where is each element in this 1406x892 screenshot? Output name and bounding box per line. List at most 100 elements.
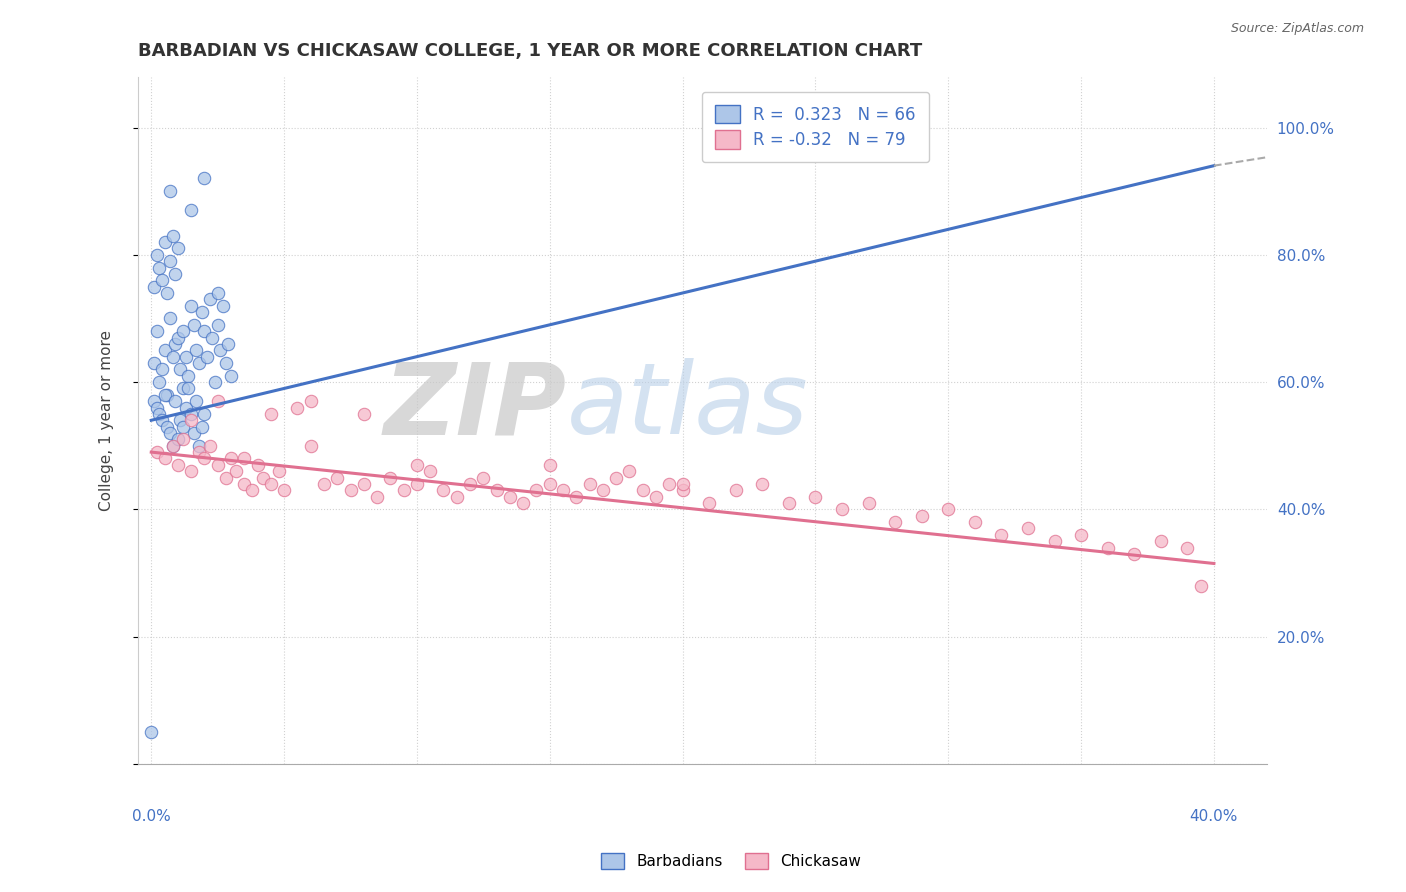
Point	[150, 413, 173, 427]
Legend: R =  0.323   N = 66, R = -0.32   N = 79: R = 0.323 N = 66, R = -0.32 N = 79	[702, 92, 929, 162]
Point	[142, 394, 165, 409]
Legend: Barbadians, Chickasaw: Barbadians, Chickasaw	[595, 847, 868, 875]
Point	[512, 496, 534, 510]
Point	[174, 350, 197, 364]
Point	[198, 293, 221, 307]
Point	[207, 318, 229, 332]
Point	[166, 330, 188, 344]
Point	[153, 235, 176, 249]
Point	[658, 477, 681, 491]
Point	[212, 299, 235, 313]
Point	[299, 394, 322, 409]
Point	[267, 464, 290, 478]
Point	[214, 356, 236, 370]
Point	[204, 375, 226, 389]
Point	[145, 324, 167, 338]
Point	[188, 439, 211, 453]
Point	[156, 419, 179, 434]
Point	[353, 407, 375, 421]
Point	[225, 464, 247, 478]
Point	[472, 470, 495, 484]
Point	[219, 368, 242, 383]
Point	[233, 451, 256, 466]
Point	[406, 458, 429, 472]
Point	[209, 343, 232, 358]
Point	[153, 343, 176, 358]
Point	[162, 439, 184, 453]
Point	[645, 490, 668, 504]
Point	[174, 401, 197, 415]
Point	[193, 171, 215, 186]
Point	[186, 394, 208, 409]
Point	[219, 451, 242, 466]
Point	[551, 483, 574, 498]
Point	[166, 458, 188, 472]
Point	[159, 425, 181, 440]
Point	[458, 477, 481, 491]
Point	[165, 267, 187, 281]
Point	[1123, 547, 1146, 561]
Point	[578, 477, 600, 491]
Point	[252, 470, 274, 484]
Point	[538, 477, 561, 491]
Point	[156, 388, 179, 402]
Point	[169, 362, 191, 376]
Point	[172, 419, 194, 434]
Text: BARBADIAN VS CHICKASAW COLLEGE, 1 YEAR OR MORE CORRELATION CHART: BARBADIAN VS CHICKASAW COLLEGE, 1 YEAR O…	[138, 42, 922, 60]
Point	[538, 458, 561, 472]
Point	[260, 407, 283, 421]
Point	[159, 254, 181, 268]
Point	[312, 477, 335, 491]
Point	[260, 477, 283, 491]
Point	[162, 350, 184, 364]
Point	[485, 483, 508, 498]
Point	[1043, 534, 1066, 549]
Point	[156, 285, 179, 300]
Point	[180, 464, 202, 478]
Point	[183, 318, 205, 332]
Text: 40.0%: 40.0%	[1189, 808, 1239, 823]
Point	[858, 496, 880, 510]
Point	[180, 203, 202, 218]
Point	[936, 502, 959, 516]
Point	[380, 470, 402, 484]
Point	[190, 305, 212, 319]
Point	[526, 483, 548, 498]
Point	[177, 368, 200, 383]
Point	[180, 413, 202, 427]
Point	[831, 502, 853, 516]
Point	[217, 337, 239, 351]
Point	[565, 490, 588, 504]
Point	[671, 483, 693, 498]
Point	[169, 413, 191, 427]
Point	[148, 375, 170, 389]
Point	[153, 388, 176, 402]
Point	[884, 515, 907, 529]
Point	[1097, 541, 1119, 555]
Point	[190, 419, 212, 434]
Point	[246, 458, 269, 472]
Point	[671, 477, 693, 491]
Point	[240, 483, 263, 498]
Y-axis label: College, 1 year or more: College, 1 year or more	[100, 330, 114, 511]
Point	[145, 445, 167, 459]
Point	[159, 184, 181, 198]
Point	[963, 515, 986, 529]
Point	[141, 725, 163, 739]
Point	[366, 490, 388, 504]
Point	[207, 458, 229, 472]
Point	[186, 343, 208, 358]
Point	[724, 483, 747, 498]
Point	[990, 528, 1012, 542]
Point	[233, 477, 256, 491]
Point	[1150, 534, 1173, 549]
Point	[392, 483, 415, 498]
Point	[188, 356, 211, 370]
Text: atlas: atlas	[567, 358, 808, 455]
Point	[432, 483, 454, 498]
Point	[162, 228, 184, 243]
Point	[778, 496, 800, 510]
Point	[201, 330, 224, 344]
Point	[273, 483, 295, 498]
Text: 0.0%: 0.0%	[132, 808, 170, 823]
